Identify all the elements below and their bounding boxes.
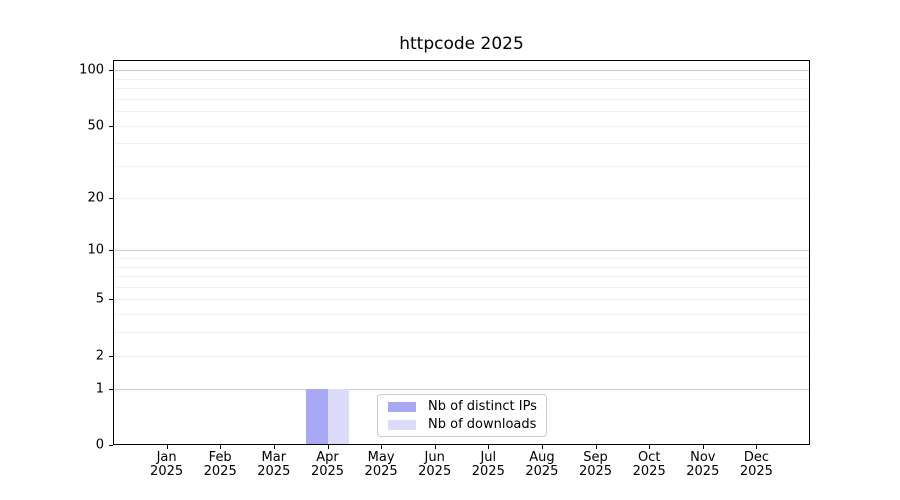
y-tick: [109, 70, 113, 71]
legend-swatch-icon: [388, 419, 416, 430]
x-tick-label: Jun 2025: [418, 450, 452, 479]
x-tick-label: Apr 2025: [310, 450, 345, 479]
legend-entry: Nb of distinct IPs: [388, 399, 537, 414]
x-tick: [220, 445, 222, 449]
y-tick: [109, 197, 113, 199]
x-tick: [756, 445, 758, 449]
y-tick-label: 5: [95, 291, 104, 307]
chart-title: httpcode 2025: [399, 34, 524, 54]
y-gridline-minor: [114, 125, 809, 127]
y-gridline-minor: [114, 257, 809, 259]
legend: Nb of distinct IPs Nb of downloads: [377, 394, 547, 437]
y-gridline-minor: [114, 111, 809, 112]
legend-label: Nb of distinct IPs: [428, 399, 537, 414]
y-gridline-minor: [114, 266, 809, 268]
y-gridline-minor: [114, 299, 809, 301]
legend-entry: Nb of downloads: [388, 417, 536, 432]
x-tick-label: Oct 2025: [632, 450, 666, 479]
y-tick-label: 0: [95, 437, 104, 453]
y-gridline-minor: [114, 98, 809, 100]
y-gridline-major: [114, 250, 809, 252]
x-tick-label: May 2025: [364, 450, 398, 479]
x-tick-label: Feb 2025: [203, 450, 237, 479]
y-gridline-minor: [114, 276, 809, 277]
x-tick-label: Jan 2025: [150, 450, 184, 479]
x-tick-label: Mar 2025: [257, 450, 291, 479]
y-tick-label: 20: [87, 190, 104, 206]
y-gridline-major: [114, 70, 809, 71]
bar-nb-of-downloads: [327, 388, 349, 445]
x-tick-label: Nov 2025: [686, 450, 720, 479]
plot-area: [113, 60, 810, 445]
x-tick-label: Aug 2025: [525, 450, 559, 479]
y-tick-label: 2: [95, 348, 104, 364]
legend-label: Nb of downloads: [428, 417, 537, 432]
y-tick-label: 10: [87, 242, 104, 258]
x-tick: [541, 445, 543, 449]
y-gridline-minor: [114, 314, 809, 316]
x-tick: [166, 445, 168, 449]
y-tick: [109, 355, 113, 357]
y-gridline-minor: [114, 87, 809, 89]
x-tick: [488, 445, 490, 449]
y-tick-label: 100: [79, 62, 104, 78]
x-tick: [327, 445, 329, 449]
y-gridline-minor: [114, 286, 809, 288]
y-gridline-minor: [114, 355, 809, 357]
y-tick: [109, 125, 113, 127]
x-tick-label: Dec 2025: [739, 450, 773, 479]
x-tick-label: Jul 2025: [471, 450, 505, 479]
x-tick: [381, 445, 383, 449]
x-tick: [702, 445, 704, 449]
x-tick-label: Sep 2025: [578, 450, 613, 479]
y-tick: [109, 250, 113, 252]
y-gridline-minor: [114, 143, 809, 145]
y-tick-label: 1: [95, 381, 104, 397]
y-tick: [109, 445, 113, 446]
y-gridline-minor: [114, 332, 809, 334]
x-tick: [649, 445, 651, 449]
y-tick: [109, 299, 113, 301]
bar-nb-of-distinct-ips: [306, 388, 328, 445]
y-gridline-minor: [114, 166, 809, 167]
y-gridline-minor: [114, 197, 809, 199]
legend-swatch-icon: [388, 401, 416, 412]
y-tick-label: 50: [87, 118, 104, 133]
y-gridline-minor: [114, 78, 809, 80]
x-tick: [434, 445, 436, 449]
x-tick: [273, 445, 275, 449]
y-tick: [109, 388, 113, 390]
x-tick: [595, 445, 597, 449]
y-gridline-major: [114, 388, 809, 390]
